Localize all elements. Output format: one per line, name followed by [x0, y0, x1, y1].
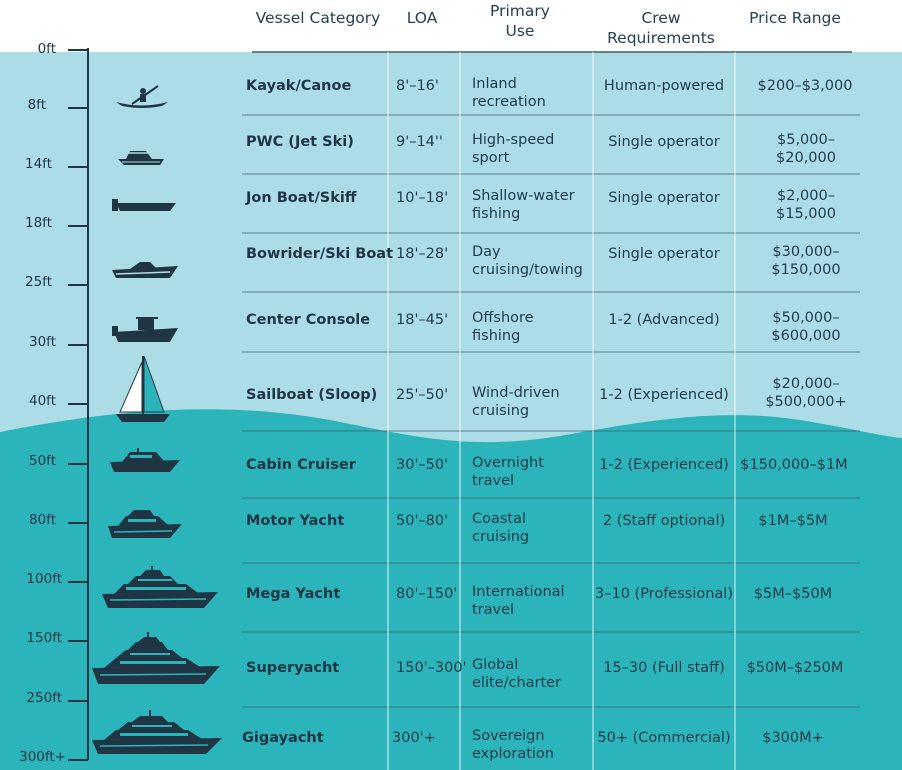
vessel-crew: 1-2 (Experienced) — [599, 387, 729, 403]
vessel-price: $200–$3,000 — [757, 78, 853, 94]
vessel-use: International travel — [472, 584, 565, 618]
scale-tick — [68, 344, 88, 346]
kayak-icon — [116, 85, 168, 108]
vessel-name: Sailboat (Sloop) — [246, 387, 378, 403]
scale-label: 80ft — [29, 512, 56, 528]
vessel-loa: 8'–16' — [396, 78, 439, 94]
vessel-loa: 10'–18' — [396, 190, 449, 206]
scale-label: 30ft — [29, 334, 56, 350]
scale-tick — [68, 107, 88, 109]
vessel-loa: 30'–50' — [396, 457, 449, 473]
sailboat-icon — [116, 355, 170, 422]
vessel-use: Sovereign exploration — [472, 728, 554, 762]
jet-ski-icon — [118, 151, 164, 165]
vessel-use: Overnight travel — [472, 455, 544, 489]
vessel-name: Superyacht — [246, 660, 340, 676]
scale-tick — [68, 49, 88, 51]
vessel-use: Offshore fishing — [472, 310, 534, 344]
scale-label: 150ft — [26, 630, 62, 646]
scale-label: 8ft — [27, 97, 46, 113]
scale-label: 100ft — [26, 571, 62, 587]
vessel-use: Global elite/charter — [472, 657, 562, 691]
vessel-name: Cabin Cruiser — [246, 457, 356, 473]
scale-tick — [68, 700, 88, 702]
header-loa: LOA — [406, 9, 438, 27]
bowrider-icon — [112, 262, 178, 278]
vessel-crew: 50+ (Commercial) — [597, 730, 731, 746]
vessel-use: Wind-driven cruising — [472, 385, 560, 419]
vessel-price: $50,000–$600,000 — [771, 310, 841, 344]
scale-label: 300ft+ — [19, 749, 66, 765]
vessel-name: Mega Yacht — [246, 586, 341, 602]
vessel-name: Bowrider/Ski Boat — [246, 246, 394, 262]
motor-yacht-icon — [108, 510, 182, 538]
scale-tick — [68, 284, 88, 286]
vessel-price: $1M–$5M — [758, 513, 828, 529]
scale-axis — [87, 48, 89, 760]
vessel-price: $5,000–$20,000 — [776, 132, 836, 166]
vessel-price: $5M–$50M — [753, 586, 833, 602]
vessel-name: Center Console — [246, 312, 371, 328]
scale-tick — [68, 166, 88, 168]
vessel-loa: 80'–150' — [396, 586, 458, 602]
vessel-use: Shallow-water fishing — [472, 188, 575, 222]
vessel-crew: Single operator — [608, 190, 720, 206]
header-price-range: Price Range — [749, 9, 841, 27]
vessel-crew: 15–30 (Full staff) — [603, 660, 725, 676]
header-primary-use: Primary Use — [490, 2, 550, 40]
vessel-name: Jon Boat/Skiff — [246, 190, 357, 206]
vessel-name: Gigayacht — [242, 730, 324, 746]
scale-label: 250ft — [26, 690, 62, 706]
scale-tick — [68, 225, 88, 227]
vessel-loa: 150'–300' — [396, 660, 467, 676]
vessel-loa: 18'–45' — [396, 312, 449, 328]
scale-label: 14ft — [25, 156, 52, 172]
header-vessel-category: Vessel Category — [255, 9, 381, 27]
vessel-crew: 1-2 (Experienced) — [599, 457, 729, 473]
vessel-crew: 3–10 (Professional) — [595, 586, 733, 602]
gigayacht-icon — [92, 710, 222, 754]
vessel-name: Kayak/Canoe — [246, 78, 352, 94]
jon-boat-icon — [112, 199, 176, 211]
vessel-price: $50M–$250M — [746, 660, 844, 676]
vessel-price: $300M+ — [762, 730, 824, 746]
superyacht-icon — [92, 632, 220, 684]
scale-label: 40ft — [29, 393, 56, 409]
vessel-loa: 50'–80' — [396, 513, 449, 529]
vessel-use: Inland recreation — [472, 76, 546, 110]
scale-label: 25ft — [25, 274, 52, 290]
vessel-price: $2,000–$15,000 — [776, 188, 836, 222]
vessel-loa: 9'–14'' — [396, 134, 443, 150]
scale-tick — [68, 759, 88, 761]
scale-tick — [68, 640, 88, 642]
scale-tick — [68, 463, 88, 465]
scale-tick — [68, 403, 88, 405]
vessel-use: Day cruising/towing — [472, 244, 583, 278]
scale-label: 18ft — [25, 215, 52, 231]
cabin-cruiser-icon — [110, 448, 180, 472]
header-crew-requirements: Crew Requirements — [607, 9, 715, 47]
vessel-price: $20,000–$500,000+ — [765, 376, 847, 410]
vessel-price: $150,000–$1M — [740, 457, 848, 473]
scale-tick — [68, 581, 88, 583]
vessel-name: Motor Yacht — [246, 513, 345, 529]
vessel-crew: Human-powered — [603, 78, 725, 94]
vessel-use: Coastal cruising — [472, 511, 530, 545]
vessel-loa: 300'+ — [392, 730, 436, 746]
vessel-crew: 2 (Staff optional) — [602, 513, 726, 529]
vessel-loa: 25'–50' — [396, 387, 449, 403]
vessel-price: $30,000–$150,000 — [771, 244, 841, 278]
mega-yacht-icon — [102, 566, 218, 608]
vessel-crew: 1-2 (Advanced) — [608, 312, 720, 328]
vessel-use: High-speed sport — [472, 132, 555, 166]
scale-label: 50ft — [29, 453, 56, 469]
center-console-icon — [112, 317, 178, 342]
vessel-loa: 18'–28' — [396, 246, 449, 262]
vessel-name: PWC (Jet Ski) — [246, 134, 354, 150]
scale-tick — [68, 522, 88, 524]
vessel-crew: Single operator — [608, 134, 720, 150]
vessel-crew: Single operator — [608, 246, 720, 262]
scale-label: 0ft — [37, 41, 56, 57]
